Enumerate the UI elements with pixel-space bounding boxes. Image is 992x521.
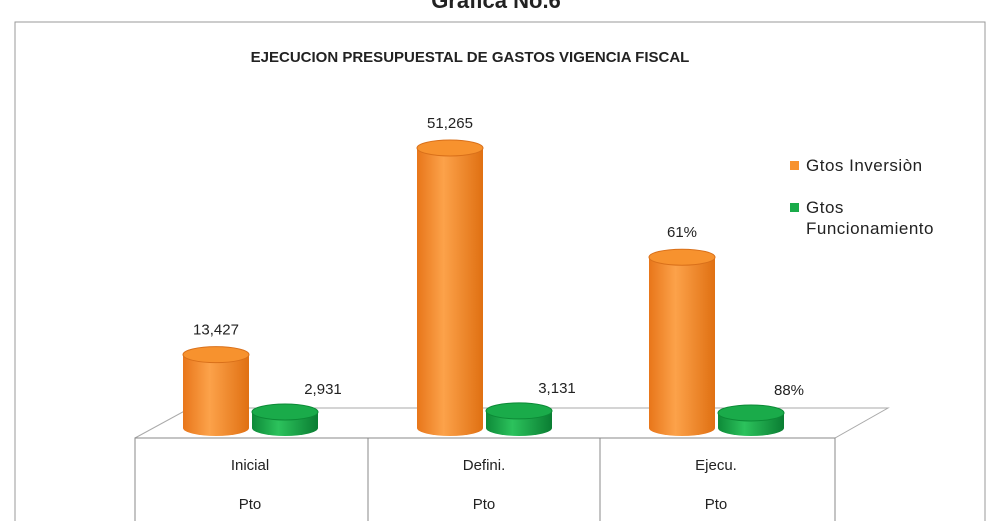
bar-part — [649, 257, 715, 436]
heading: Grafica No.6 — [431, 0, 561, 13]
x-group-label: Pto — [705, 496, 728, 513]
x-group-label: Pto — [473, 496, 496, 513]
x-tick-label: Inicial — [231, 457, 269, 474]
x-tick-label: Defini. — [463, 457, 506, 474]
data-label: 88% — [774, 382, 804, 399]
x-tick-label: Ejecu. — [695, 457, 737, 474]
chart-title: EJECUCION PRESUPUESTAL DE GASTOS VIGENCI… — [251, 49, 690, 66]
bar-part — [417, 148, 483, 436]
bar-part — [717, 404, 785, 422]
bar — [182, 346, 250, 436]
bar — [416, 139, 484, 436]
bar-part — [648, 248, 716, 266]
bar-part — [183, 354, 249, 436]
bar — [648, 248, 716, 436]
data-label: 51,265 — [427, 115, 473, 132]
legend-label: Gtos Inversiòn — [806, 156, 923, 175]
data-label: 61% — [667, 224, 697, 241]
bar-part — [416, 139, 484, 157]
legend-label: Gtos Funcionamiento — [806, 198, 934, 238]
data-label: 3,131 — [538, 380, 576, 397]
bar-part — [182, 346, 250, 364]
data-label: 2,931 — [304, 381, 342, 398]
bar — [251, 403, 319, 436]
bar — [717, 404, 785, 436]
chart-frame — [14, 21, 986, 521]
legend-swatch — [790, 161, 799, 170]
bar-part — [485, 402, 553, 420]
x-group-label: Pto — [239, 496, 262, 513]
legend-swatch — [790, 203, 799, 212]
bar — [485, 402, 553, 436]
data-label: 13,427 — [193, 322, 239, 339]
category-table — [134, 437, 836, 521]
bar-part — [251, 403, 319, 421]
